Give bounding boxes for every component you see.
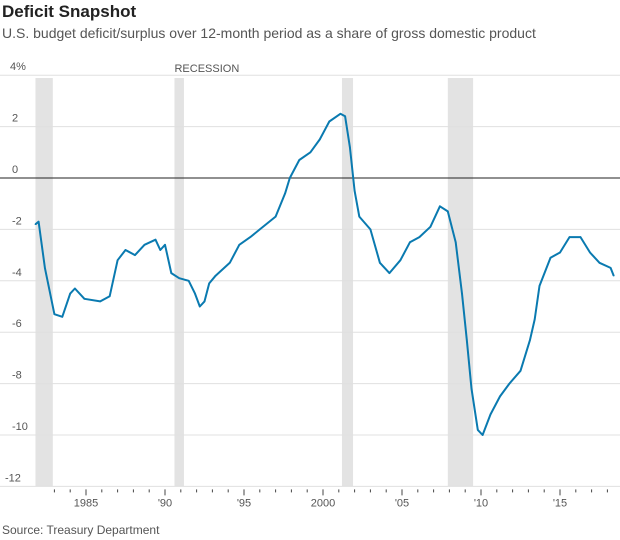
data-point xyxy=(612,274,615,277)
data-point xyxy=(379,262,381,264)
data-point xyxy=(124,249,127,251)
data-point xyxy=(134,254,136,256)
y-tick-label: -8 xyxy=(12,370,22,382)
data-point xyxy=(349,146,351,148)
data-point xyxy=(609,267,612,269)
data-point xyxy=(259,228,261,231)
data-point xyxy=(228,262,231,264)
data-point xyxy=(203,300,206,303)
data-point xyxy=(399,259,402,262)
y-tick-label: -2 xyxy=(12,215,22,227)
x-tick-label: 1985 xyxy=(74,497,98,509)
data-point xyxy=(187,280,190,282)
data-point xyxy=(249,236,252,238)
data-point xyxy=(519,369,522,372)
data-point xyxy=(178,277,181,280)
x-tick-label: '90 xyxy=(158,497,172,509)
chart-subtitle: U.S. budget deficit/surplus over 12-mont… xyxy=(2,25,536,41)
data-point xyxy=(529,339,531,341)
data-point xyxy=(429,226,432,228)
data-point xyxy=(339,112,342,115)
data-point xyxy=(34,223,37,226)
data-point xyxy=(568,236,571,238)
data-point xyxy=(99,300,102,303)
recession-label: RECESSION xyxy=(174,63,239,75)
data-point xyxy=(154,238,157,241)
data-point xyxy=(116,259,119,262)
recession-band xyxy=(35,78,53,487)
data-point xyxy=(353,190,356,192)
y-tick-label: -10 xyxy=(12,421,28,433)
data-point xyxy=(470,387,473,390)
data-point xyxy=(61,315,64,318)
data-point xyxy=(143,244,146,246)
chart-title: Deficit Snapshot xyxy=(2,2,137,21)
data-point xyxy=(69,292,71,295)
data-point xyxy=(481,434,484,436)
data-point xyxy=(388,272,391,274)
data-point xyxy=(194,292,196,295)
data-point xyxy=(598,262,601,264)
x-tick-label: 2000 xyxy=(311,497,335,509)
data-point xyxy=(589,251,591,254)
data-point xyxy=(477,429,479,431)
data-point xyxy=(37,220,40,223)
data-point xyxy=(533,318,536,321)
source-note: Source: Treasury Department xyxy=(2,523,160,537)
data-point xyxy=(319,138,321,141)
data-point xyxy=(274,215,277,218)
data-point xyxy=(499,395,501,398)
recession-band xyxy=(174,78,184,487)
data-point xyxy=(289,177,291,179)
data-point xyxy=(208,282,211,285)
recession-band xyxy=(341,78,354,487)
data-point xyxy=(559,251,561,254)
x-tick-label: '10 xyxy=(474,497,488,509)
data-point xyxy=(214,274,217,277)
data-point xyxy=(538,285,541,287)
data-point xyxy=(369,228,372,231)
data-point xyxy=(418,236,421,238)
data-point xyxy=(508,382,511,385)
data-point xyxy=(108,295,111,298)
y-tick-label: -12 xyxy=(5,472,21,484)
x-tick-label: '95 xyxy=(237,497,251,509)
series-line xyxy=(34,112,615,436)
data-point xyxy=(579,236,582,238)
x-tick-label: '05 xyxy=(395,497,409,509)
data-point xyxy=(328,120,331,123)
data-point xyxy=(344,115,346,118)
data-point xyxy=(447,210,449,213)
data-point xyxy=(465,339,468,341)
y-tick-label: -6 xyxy=(12,318,22,330)
data-point xyxy=(439,205,441,208)
data-point xyxy=(358,215,361,218)
data-point xyxy=(454,241,457,244)
data-point xyxy=(159,249,162,251)
data-point xyxy=(164,244,166,246)
data-point xyxy=(298,159,301,161)
data-point xyxy=(74,287,76,290)
data-point xyxy=(409,241,411,244)
data-point xyxy=(83,297,86,300)
data-point xyxy=(309,151,312,154)
data-point xyxy=(489,413,492,416)
line-chart: RECESSION 4% 2 0 -2 -4 -6 -8 -10 -12 1985 '90 '95 2… xyxy=(0,61,620,509)
y-tick-label: 2 xyxy=(12,113,18,125)
y-tick-label: -4 xyxy=(12,267,22,279)
x-tick-label: '15 xyxy=(553,497,567,509)
y-tick-label: 0 xyxy=(12,164,18,176)
data-point xyxy=(461,292,463,295)
data-point xyxy=(170,272,173,274)
data-point xyxy=(549,256,552,259)
data-point xyxy=(284,192,286,195)
y-tick-label: 4% xyxy=(10,61,26,73)
data-point xyxy=(198,305,201,308)
data-point xyxy=(44,267,46,269)
data-point xyxy=(53,313,56,316)
data-point xyxy=(238,244,241,246)
